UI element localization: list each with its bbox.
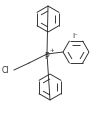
Text: Cl: Cl xyxy=(2,65,10,74)
Text: P: P xyxy=(44,52,48,61)
Text: I⁻: I⁻ xyxy=(72,33,78,39)
Text: +: + xyxy=(49,48,54,53)
